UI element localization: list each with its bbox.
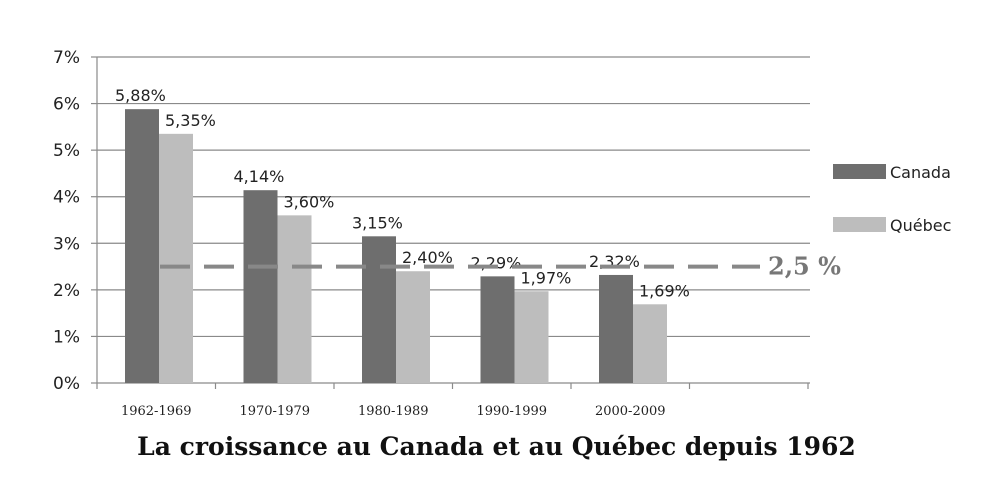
legend-label: Québec — [890, 216, 951, 235]
y-tick-label: 2% — [53, 281, 80, 301]
y-tick-label: 1% — [53, 327, 80, 347]
data-label: 2,29% — [471, 253, 522, 272]
legend-swatch — [833, 217, 886, 232]
bar-canada — [243, 190, 278, 383]
chart: 0% 1% 2% 3% 4% 5% 6% 7% 1962-1969 5,88% 5,35% 1970-… — [53, 48, 951, 419]
y-tick-label: 0% — [53, 374, 80, 394]
y-tick-label: 7% — [53, 48, 80, 68]
bar-québec — [277, 215, 312, 383]
y-tick-label: 3% — [53, 234, 80, 254]
y-tick-label: 5% — [53, 141, 80, 161]
bar-québec — [633, 304, 667, 383]
data-label: 5,88% — [115, 86, 166, 105]
y-tick-label: 4% — [53, 188, 80, 208]
data-label: 3,15% — [352, 213, 403, 232]
legend-label: Canada — [890, 163, 951, 182]
bar-québec — [159, 133, 193, 383]
data-label: 5,35% — [165, 111, 216, 130]
bar-canada — [599, 274, 633, 383]
x-category-label: 2000-2009 — [595, 404, 666, 419]
data-label: 1,69% — [639, 281, 690, 300]
x-category-label: 1970-1979 — [239, 404, 310, 419]
data-label: 3,60% — [284, 192, 335, 211]
x-category-label: 1990-1999 — [476, 404, 547, 419]
chart-title: La croissance au Canada et au Québec dep… — [137, 432, 856, 461]
bar-québec — [396, 271, 430, 383]
data-label: 4,14% — [234, 167, 285, 186]
bar-canada — [362, 236, 396, 383]
y-tick-label: 6% — [53, 95, 80, 115]
bar-canada — [125, 109, 159, 383]
x-category-label: 1962-1969 — [121, 404, 192, 419]
x-category-label: 1980-1989 — [358, 404, 429, 419]
bar-québec — [514, 291, 549, 383]
bar-canada — [480, 276, 515, 383]
data-label: 2,40% — [402, 248, 453, 267]
legend-swatch — [833, 164, 886, 179]
reference-line-label: 2,5 % — [768, 252, 841, 281]
data-label: 1,97% — [521, 268, 572, 287]
